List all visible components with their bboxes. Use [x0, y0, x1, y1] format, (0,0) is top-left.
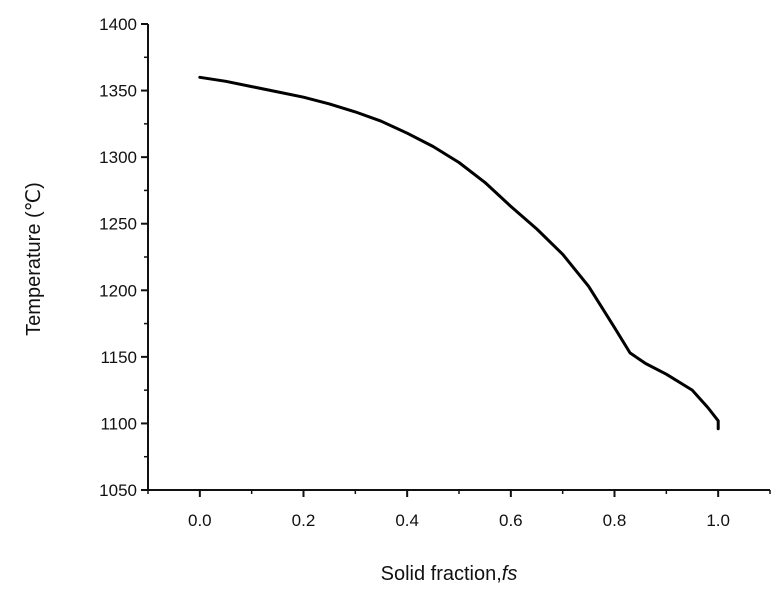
- y-tick-label: 1100: [100, 414, 137, 433]
- x-tick-label: 0.4: [395, 511, 419, 530]
- x-ticks: 0.0 0.2 0.4 0.6 0.8 1.0: [147, 490, 771, 530]
- x-axis-title: Solid fraction,fs: [381, 563, 518, 585]
- temperature-curve: [198, 75, 720, 431]
- y-axis-title: Temperature (℃): [23, 182, 45, 336]
- x-axis-title-symbol: fs: [502, 563, 518, 585]
- y-tick-label: 1050: [99, 481, 137, 500]
- x-tick-label: 0.8: [603, 511, 627, 530]
- y-tick-label: 1350: [99, 82, 137, 101]
- y-tick-label: 1300: [99, 148, 137, 167]
- x-tick-label: 0.0: [188, 511, 212, 530]
- x-tick-label: 0.6: [499, 511, 523, 530]
- x-axis-title-text: Solid fraction,: [381, 563, 502, 585]
- y-tick-label: 1250: [99, 215, 137, 234]
- x-tick-label: 0.2: [292, 511, 316, 530]
- y-tick-label: 1200: [99, 281, 137, 300]
- axes: [147, 24, 770, 491]
- x-tick-label: 1.0: [706, 511, 730, 530]
- y-tick-label: 1150: [100, 348, 137, 367]
- y-tick-label: 1400: [99, 15, 137, 34]
- y-ticks: 1050 1100 1150 1200 1250 1300 1350 1400: [99, 15, 148, 500]
